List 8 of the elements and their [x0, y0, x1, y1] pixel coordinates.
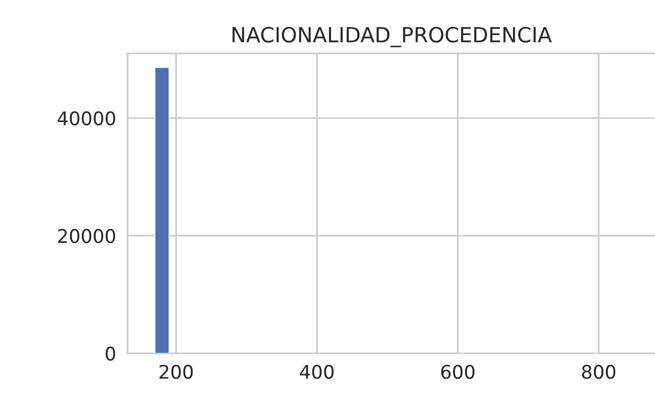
- x-tick-label: 800: [582, 364, 616, 379]
- y-tick-label: 40000: [58, 111, 116, 126]
- x-tick-label: 600: [441, 364, 474, 379]
- x-tick-label: 200: [160, 364, 193, 379]
- x-tick-label: 400: [300, 364, 334, 379]
- y-tick-label: 20000: [58, 228, 116, 244]
- chart-title: NACIONALIDAD_PROCEDENCIA: [232, 26, 552, 48]
- y-tick-label: 0: [106, 346, 116, 361]
